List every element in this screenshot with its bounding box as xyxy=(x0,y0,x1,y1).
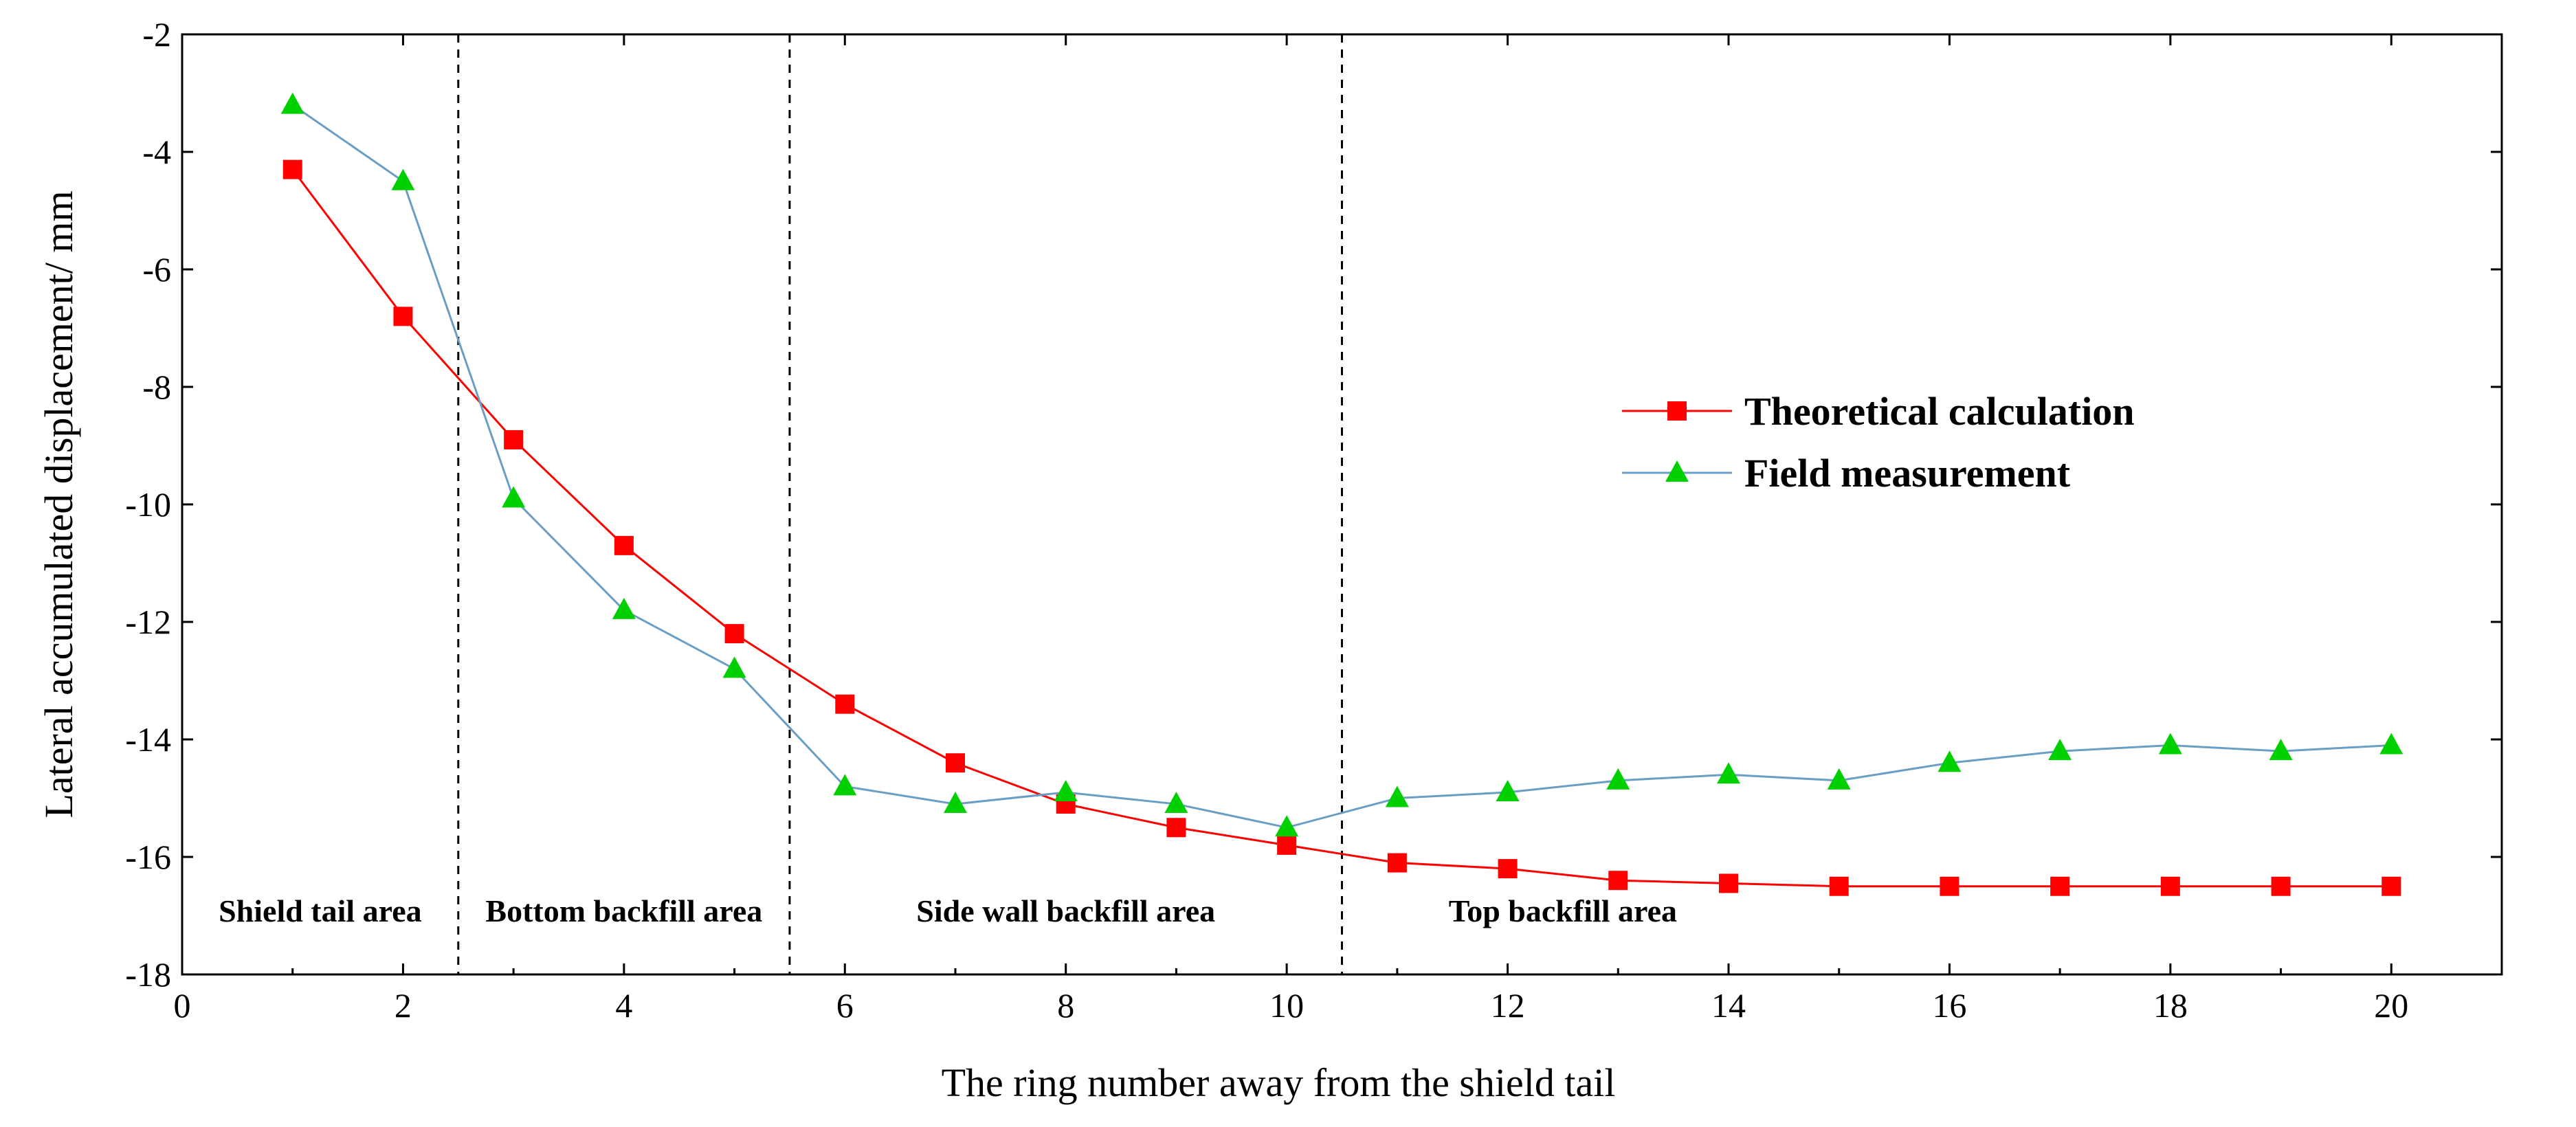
x-axis-ticks: 0 2 4 6 8 10 12 14 16 18 20 xyxy=(174,34,2503,1025)
y-tick-label: -10 xyxy=(125,485,171,524)
theoretical-point xyxy=(1940,876,1959,896)
x-tick-label: 0 xyxy=(174,986,191,1025)
x-tick-label: 16 xyxy=(1932,986,1966,1025)
x-tick-label: 20 xyxy=(2374,986,2408,1025)
theoretical-point xyxy=(282,159,302,179)
theoretical-point xyxy=(1608,871,1628,891)
y-tick-label: -14 xyxy=(125,720,171,759)
theoretical-point xyxy=(1829,876,1849,896)
region-label: Top backfill area xyxy=(1449,893,1677,928)
x-tick-label: 4 xyxy=(615,986,632,1025)
series-line-1 xyxy=(291,168,2392,888)
theoretical-point xyxy=(614,535,634,555)
measurement-point xyxy=(722,656,746,678)
theoretical-point xyxy=(1719,873,1738,893)
theoretical-point xyxy=(2050,876,2070,896)
measurement-point xyxy=(1496,779,1520,801)
measurement-point xyxy=(1054,779,1078,801)
theoretical-point xyxy=(946,753,965,773)
theoretical-point xyxy=(1166,818,1186,838)
y-tick-label: -18 xyxy=(125,955,171,994)
theoretical-point xyxy=(1498,859,1518,879)
x-tick-label: 12 xyxy=(1491,986,1525,1025)
measurement-point xyxy=(2158,733,2182,755)
y-axis-ticks: -2 -4 -6 -8 -10 -12 -14 -16 -18 xyxy=(125,15,2502,994)
x-tick-label: 14 xyxy=(1711,986,1746,1025)
theoretical-point xyxy=(1387,853,1407,873)
measurement-point xyxy=(2048,739,2072,761)
theoretical-point xyxy=(2271,876,2291,896)
region-labels: Shield tail area Bottom backfill area Side… xyxy=(219,893,1677,928)
x-axis-title: The ring number away from the shield tai… xyxy=(942,1060,1616,1105)
measurement-point xyxy=(944,792,967,814)
x-tick-label: 6 xyxy=(836,986,854,1025)
measurement-point xyxy=(1275,815,1299,837)
region-label: Side wall backfill area xyxy=(916,893,1215,928)
measurement-point xyxy=(1385,785,1409,807)
legend: Theoretical calculation Field measurement xyxy=(1622,389,2135,495)
measurement-point xyxy=(280,92,304,114)
region-dividers xyxy=(457,34,1343,974)
x-tick-label: 2 xyxy=(395,986,412,1025)
legend-marker-triangle xyxy=(1665,460,1689,482)
measurement-point xyxy=(1606,768,1630,790)
y-tick-label: -8 xyxy=(142,368,171,406)
measurement-point xyxy=(1827,768,1851,790)
theoretical-point xyxy=(504,429,524,449)
theoretical-point xyxy=(393,306,413,326)
theoretical-point xyxy=(1277,835,1297,855)
y-tick-label: -2 xyxy=(142,15,171,54)
region-label: Shield tail area xyxy=(219,893,422,928)
measurement-point xyxy=(2379,733,2403,755)
theoretical-point xyxy=(2381,876,2401,896)
measurement-point xyxy=(1164,792,1188,814)
measurement-point xyxy=(391,168,415,190)
y-tick-label: -6 xyxy=(142,250,171,289)
theoretical-point xyxy=(835,694,855,714)
y-axis-title: Lateral accumulated displacement/ mm xyxy=(36,190,81,818)
legend-label: Field measurement xyxy=(1744,451,2071,495)
y-tick-label: -12 xyxy=(125,603,171,641)
measurement-point xyxy=(2269,739,2293,761)
measurement-point xyxy=(612,597,636,619)
theoretical-point xyxy=(2160,876,2180,896)
measurement-point xyxy=(833,774,857,796)
measurement-point xyxy=(1937,750,1962,772)
x-tick-label: 8 xyxy=(1057,986,1074,1025)
series-line-2 xyxy=(291,104,2392,829)
theoretical-point xyxy=(724,624,744,644)
series-lines xyxy=(291,104,2392,888)
series-markers xyxy=(280,92,2403,896)
region-label: Bottom backfill area xyxy=(485,893,762,928)
x-tick-label: 18 xyxy=(2153,986,2188,1025)
y-tick-label: -4 xyxy=(142,133,171,171)
measurement-point xyxy=(1717,762,1740,784)
x-tick-label: 10 xyxy=(1269,986,1304,1025)
legend-label: Theoretical calculation xyxy=(1744,389,2135,434)
measurement-point xyxy=(502,486,526,508)
y-tick-label: -16 xyxy=(125,838,171,876)
legend-marker-square xyxy=(1667,401,1687,421)
